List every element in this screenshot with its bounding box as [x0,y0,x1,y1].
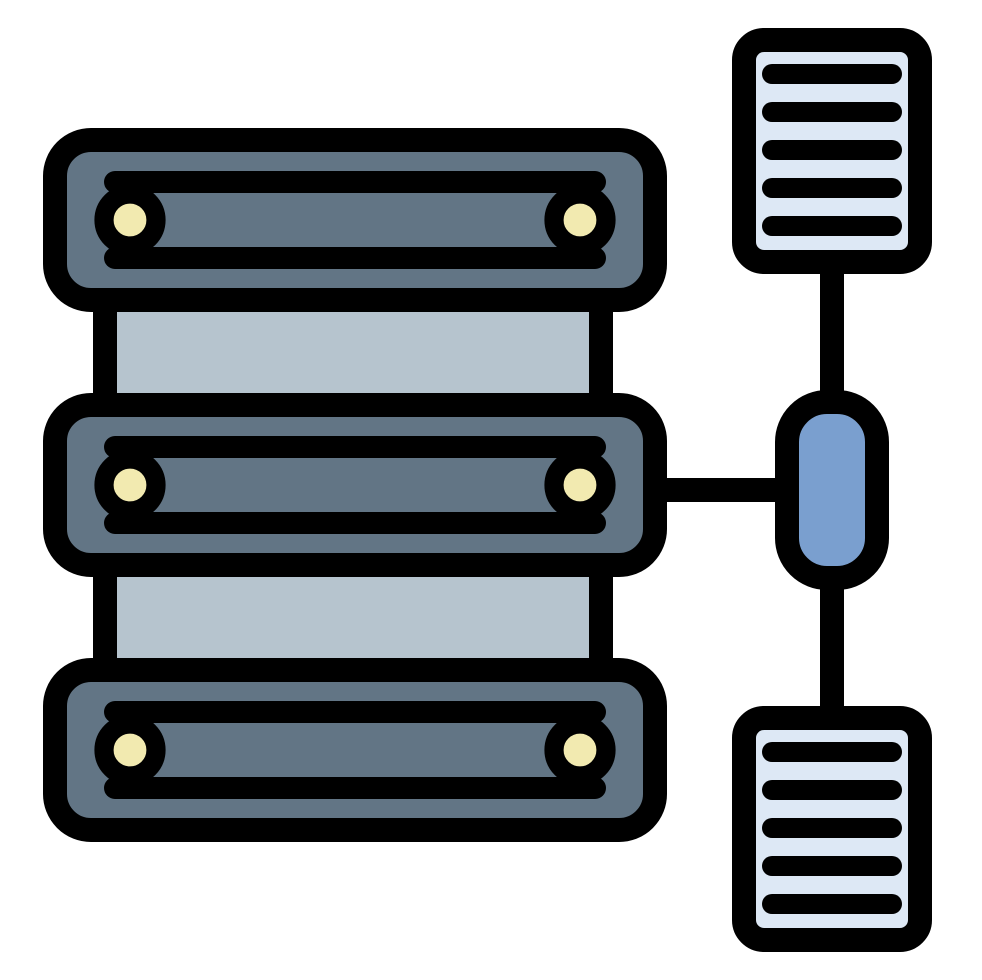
server-network-icon [0,0,982,980]
